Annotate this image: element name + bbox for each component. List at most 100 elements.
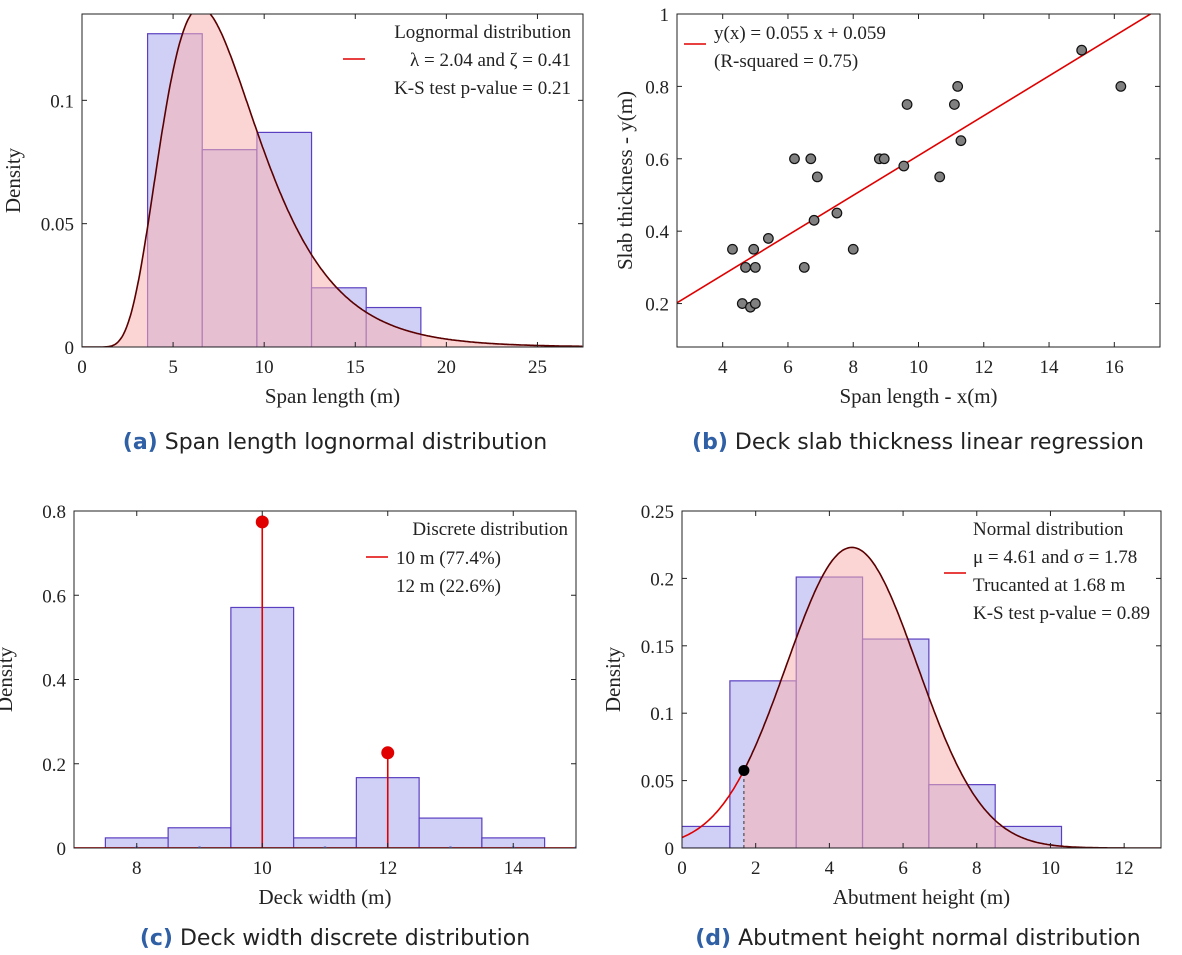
plot-area [677, 14, 1153, 313]
histogram-bar [167, 827, 232, 848]
x-axis-label: Deck width (m) [259, 885, 392, 909]
legend-entry: K-S test p-value = 0.89 [973, 603, 1150, 624]
x-tick-label: 12 [974, 357, 993, 378]
scatter-point [934, 171, 946, 183]
y-tick-label: 0.8 [645, 77, 669, 98]
y-tick-label: 0 [665, 839, 675, 860]
scatter-point [727, 243, 738, 255]
y-tick-label: 0.8 [42, 502, 66, 523]
caption-a: (a) Span length lognormal distribution [123, 430, 547, 455]
x-tick-label: 5 [168, 357, 178, 378]
y-axis-label: Density [0, 646, 17, 712]
y-tick-label: 0.4 [645, 222, 669, 243]
scatter-point [831, 207, 843, 219]
scatter-point [878, 153, 890, 165]
legend-title: Lognormal distribution [394, 22, 571, 43]
y-tick-label: 0 [65, 338, 75, 359]
axes-frame [81, 13, 584, 348]
x-tick-label: 8 [132, 858, 142, 879]
scatter-point [805, 153, 817, 165]
legend-entry: K-S test p-value = 0.21 [394, 78, 571, 99]
legend-entry: y(x) = 0.055 x + 0.059 [714, 23, 886, 44]
histogram-bar [418, 817, 483, 848]
scatter-point [948, 99, 960, 110]
caption-d: (d) Abutment height normal distribution [695, 926, 1141, 951]
scatter-point [808, 214, 820, 226]
panel-span-length: 0 5 10 15 20 25 0 0.05 0.1 Span length (m) Density… [1, 13, 584, 408]
plot-area [74, 606, 576, 848]
y-tick-label: 1 [660, 5, 670, 26]
x-tick-label: 8 [972, 858, 982, 879]
legend-entry: λ = 2.04 and ζ = 0.41 [410, 50, 571, 71]
scatter-point [762, 233, 774, 244]
scatter-point [811, 171, 823, 183]
x-tick-label: 10 [909, 357, 928, 378]
y-tick-label: 0.6 [645, 150, 669, 171]
legend-title: Discrete distribution [412, 519, 568, 540]
scatter-point [1115, 80, 1127, 92]
x-axis-label: Span length (m) [265, 384, 400, 408]
histogram-bar [481, 837, 546, 848]
legend-entry: μ = 4.61 and σ = 1.78 [973, 547, 1137, 568]
legend-title: Normal distribution [973, 519, 1124, 540]
scatter-point [1076, 44, 1088, 56]
pdf-area [743, 547, 1161, 848]
caption-b: (b) Deck slab thickness linear regressio… [692, 430, 1144, 455]
x-tick-label: 0 [77, 357, 87, 378]
x-tick-label: 12 [378, 858, 397, 879]
y-axis-label: Density [601, 646, 625, 712]
truncation-marker [738, 764, 750, 776]
y-tick-label: 0.1 [650, 704, 674, 725]
x-tick-label: 4 [825, 858, 835, 879]
x-tick-label: 8 [848, 357, 858, 378]
regression-line [677, 14, 1153, 304]
x-tick-label: 14 [1040, 357, 1060, 378]
y-tick-label: 0.2 [645, 295, 669, 316]
x-tick-label: 10 [1041, 858, 1060, 879]
y-tick-label: 0.1 [50, 91, 74, 112]
x-tick-label: 14 [504, 858, 524, 879]
scatter-point [798, 261, 810, 273]
pdf-curve [82, 14, 583, 347]
pdf-curve-untruncated [682, 770, 745, 839]
x-tick-label: 2 [751, 858, 761, 879]
x-tick-label: 10 [255, 357, 274, 378]
legend-entry: 12 m (22.6%) [396, 576, 501, 597]
x-tick-label: 6 [898, 858, 908, 879]
y-tick-label: 0.25 [641, 502, 674, 523]
x-tick-label: 10 [253, 858, 272, 879]
scatter-point [740, 261, 751, 273]
x-tick-label: 15 [346, 357, 365, 378]
y-tick-label: 0.4 [42, 671, 66, 692]
x-tick-label: 16 [1105, 357, 1124, 378]
scatter-point [901, 99, 913, 110]
scatter-point [952, 80, 964, 92]
panel-deck-width: 8 10 12 14 0 0.2 0.4 0.6 0.8 Deck width (m) Densit… [0, 502, 577, 909]
scatter-point [749, 261, 761, 273]
y-tick-label: 0.2 [650, 569, 674, 590]
pdf-area [82, 14, 583, 347]
legend-entry: 10 m (77.4%) [396, 548, 501, 569]
x-tick-label: 0 [677, 858, 687, 879]
panel-abutment-height: 0 2 4 6 8 10 12 0 0.05 0.1 0.15 0.2 0.25 Abutment hei… [601, 502, 1162, 909]
x-tick-label: 4 [718, 357, 728, 378]
x-tick-label: 25 [528, 357, 547, 378]
stem-marker [381, 746, 395, 760]
y-tick-label: 0.6 [42, 586, 66, 607]
y-tick-label: 0 [57, 839, 67, 860]
axes-frame [681, 510, 1162, 849]
plot-area [82, 14, 583, 347]
y-tick-label: 0.15 [641, 637, 674, 658]
caption-c: (c) Deck width discrete distribution [140, 926, 530, 951]
legend-entry: (R-squared = 0.75) [714, 51, 858, 72]
scatter-point [749, 298, 761, 309]
scatter-point [955, 135, 967, 147]
scatter-point [748, 243, 760, 255]
y-axis-label: Density [1, 147, 25, 213]
y-tick-label: 0.05 [41, 215, 74, 236]
scatter-point [789, 153, 800, 165]
y-tick-label: 0.2 [42, 755, 66, 776]
scatter-point [847, 243, 859, 255]
stem-marker [255, 515, 269, 529]
